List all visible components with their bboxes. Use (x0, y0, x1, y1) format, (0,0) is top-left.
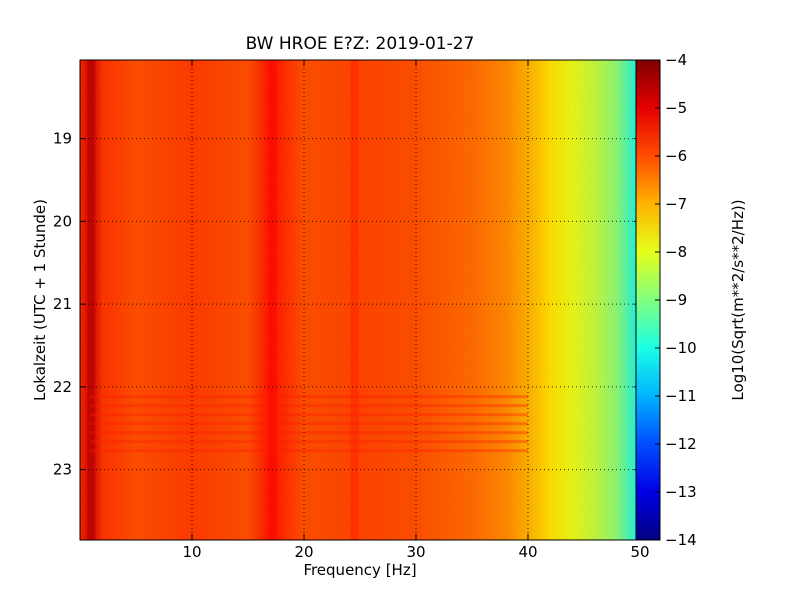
y-tick-label: 19 (53, 130, 72, 148)
spectral-line (350, 60, 359, 540)
x-tick-label: 50 (630, 543, 649, 561)
colorbar-tick-label: −13 (665, 483, 697, 501)
colorbar-tick-label: −6 (665, 147, 687, 165)
noise-band-stripe (90, 431, 528, 435)
noise-band-stripe (90, 449, 528, 453)
colorbar-tick-label: −9 (665, 291, 687, 309)
spectral-line (87, 60, 96, 540)
colorbar-tick-label: −10 (665, 339, 697, 357)
x-tick-label: 20 (294, 543, 313, 561)
colorbar-tick-label: −11 (665, 387, 697, 405)
x-tick-label: 30 (406, 543, 425, 561)
colorbar: −4 −5 −6 −7 −8 −9 −10 −11 −12 −13 −14 (635, 51, 697, 549)
chart-title: BW HROE E?Z: 2019-01-27 (245, 34, 475, 54)
y-tick-label: 21 (53, 295, 72, 313)
x-tick-label: 10 (182, 543, 201, 561)
noise-band-stripe (90, 404, 528, 408)
noise-band-stripe (90, 395, 528, 399)
colorbar-tick-label: −8 (665, 243, 687, 261)
colorbar-tick-label: −14 (665, 531, 697, 549)
noise-band-stripe (90, 422, 528, 426)
y-tick-label: 20 (53, 212, 72, 230)
x-axis-label: Frequency [Hz] (303, 561, 417, 579)
colorbar-tick-label: −5 (665, 99, 687, 117)
y-tick-label: 22 (53, 378, 72, 396)
colorbar-tick-label: −12 (665, 435, 697, 453)
spectrogram-plot (80, 60, 640, 540)
colorbar-tick-label: −7 (665, 195, 687, 213)
spectrogram-texture (80, 60, 640, 540)
noise-band-stripe (90, 440, 528, 444)
colorbar-tick-label: −4 (665, 51, 687, 69)
noise-band-stripe (90, 413, 528, 417)
grid (80, 60, 640, 540)
spectral-line (268, 60, 277, 540)
y-tick-label: 23 (53, 461, 72, 479)
x-tick-label: 40 (518, 543, 537, 561)
